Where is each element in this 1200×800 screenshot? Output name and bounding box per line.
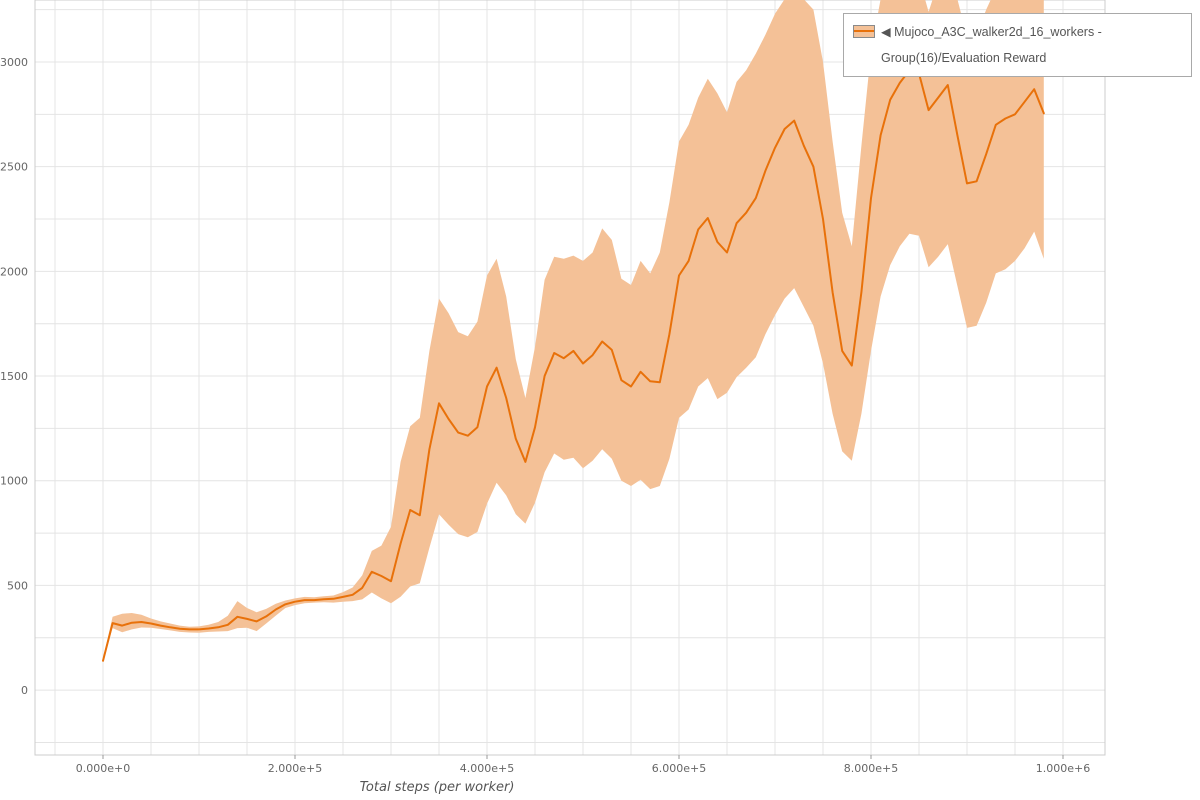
legend[interactable]: ◀ Mujoco_A3C_walker2d_16_workers - Group… bbox=[843, 13, 1192, 77]
plot-border bbox=[34, 0, 1106, 756]
x-tick-label: 8.000e+5 bbox=[844, 762, 898, 775]
x-axis-title: Total steps (per worker) bbox=[359, 780, 515, 795]
y-tick-label: 500 bbox=[7, 579, 28, 592]
series bbox=[102, 0, 1045, 662]
y-tick-label: 2500 bbox=[0, 161, 28, 174]
y-tick-label: 2000 bbox=[0, 265, 28, 278]
mean-line bbox=[102, 69, 1045, 662]
confidence-band bbox=[103, 0, 1044, 662]
y-tick-label: 1000 bbox=[0, 475, 28, 488]
x-tick-label: 0.000e+0 bbox=[76, 762, 130, 775]
y-tick-label: 3000 bbox=[0, 56, 28, 69]
x-axis-ticks: 0.000e+0 2.000e+5 4.000e+5 6.000e+5 8.000e+5… bbox=[76, 755, 1090, 775]
y-tick-label: 1500 bbox=[0, 370, 28, 383]
legend-label: ◀ Mujoco_A3C_walker2d_16_workers - Group… bbox=[881, 25, 1102, 65]
x-tick-label: 6.000e+5 bbox=[652, 762, 706, 775]
x-tick-label: 4.000e+5 bbox=[460, 762, 514, 775]
legend-swatch bbox=[853, 25, 875, 38]
y-tick-label: 0 bbox=[21, 684, 28, 697]
x-tick-label: 1.000e+6 bbox=[1036, 762, 1090, 775]
y-axis-ticks: 0 500 1000 1500 2000 2500 3000 bbox=[0, 56, 28, 697]
x-tick-label: 2.000e+5 bbox=[268, 762, 322, 775]
legend-swatch-line bbox=[854, 30, 874, 32]
